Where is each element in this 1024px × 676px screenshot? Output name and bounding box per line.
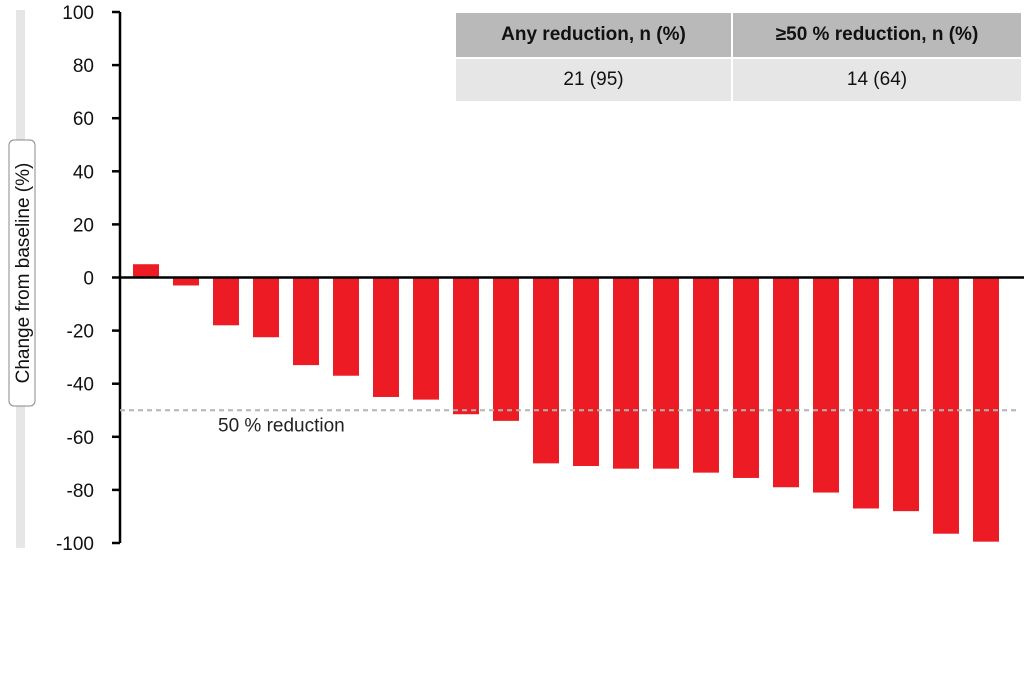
y-tick-label: 20 xyxy=(73,215,94,236)
header-50-reduction: ≥50 % reduction, n (%) xyxy=(732,13,1021,59)
y-tick-label: 80 xyxy=(73,56,94,77)
bar xyxy=(773,277,799,488)
bar xyxy=(933,277,959,534)
bar xyxy=(373,277,399,397)
bar xyxy=(133,264,159,278)
bar xyxy=(253,277,279,338)
ylabel-box xyxy=(8,139,36,407)
y-tick-label: 100 xyxy=(62,3,94,24)
y-tick-label: 0 xyxy=(83,269,94,290)
y-axis-label: Change from baseline (%) xyxy=(13,163,34,384)
bars-group xyxy=(133,264,999,542)
y-axis: 100 80 60 40 20 0 -20 -40 -60 -80 -100 xyxy=(56,3,122,555)
value-50-reduction: 14 (64) xyxy=(732,58,1021,101)
y-tick-label: -40 xyxy=(67,375,94,396)
value-any-reduction: 21 (95) xyxy=(456,58,733,101)
bar xyxy=(533,277,559,464)
bar xyxy=(813,277,839,493)
y-tick-label: 60 xyxy=(73,109,94,130)
y-tick-label: 40 xyxy=(73,162,94,183)
bar xyxy=(573,277,599,467)
bar xyxy=(213,277,239,326)
bar xyxy=(853,277,879,509)
header-any-reduction: Any reduction, n (%) xyxy=(456,13,733,59)
bar xyxy=(333,277,359,376)
summary-header-row: Any reduction, n (%) ≥50 % reduction, n … xyxy=(456,13,1021,59)
bar xyxy=(293,277,319,366)
bar xyxy=(693,277,719,473)
bar xyxy=(613,277,639,469)
summary-value-row: 21 (95) 14 (64) xyxy=(456,58,1021,101)
y-tick-label: -60 xyxy=(67,428,94,449)
reference-line-group: 50 % reduction xyxy=(120,409,1020,436)
bar xyxy=(733,277,759,478)
y-tick-label: -80 xyxy=(67,481,94,502)
bar xyxy=(173,277,199,286)
y-tick-label: -100 xyxy=(56,534,94,555)
bar xyxy=(493,277,519,421)
bar xyxy=(893,277,919,512)
bar xyxy=(453,277,479,415)
bar xyxy=(413,277,439,400)
y-tick-label: -20 xyxy=(67,322,94,343)
reference-line-label: 50 % reduction xyxy=(218,415,345,436)
summary-table: Any reduction, n (%) ≥50 % reduction, n … xyxy=(456,13,1021,101)
bar xyxy=(653,277,679,469)
